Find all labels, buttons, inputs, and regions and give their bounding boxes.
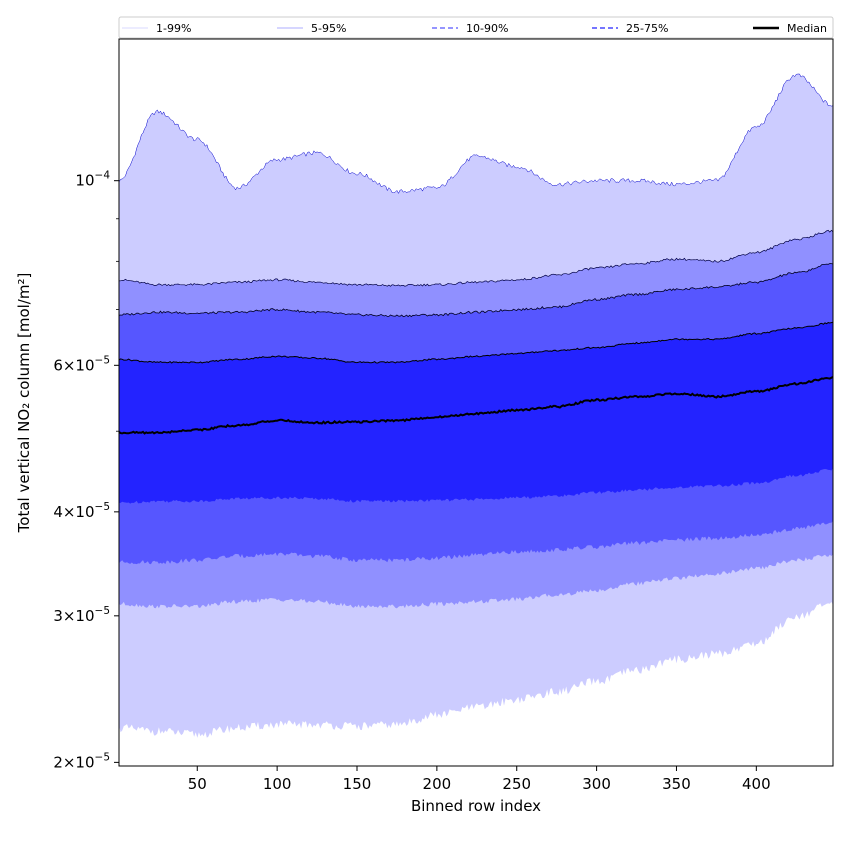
y-tick-label: 10−4 bbox=[75, 170, 110, 190]
y-tick-label: 3×10−5 bbox=[53, 605, 110, 625]
median-line bbox=[119, 376, 833, 435]
x-tick-label: 350 bbox=[662, 775, 691, 793]
legend-label: 1-99% bbox=[156, 22, 191, 35]
legend-label: 10-90% bbox=[466, 22, 508, 35]
y-tick-label: 2×10−5 bbox=[53, 751, 110, 771]
y-tick-label: 6×10−5 bbox=[53, 354, 110, 374]
legend-box bbox=[118, 16, 834, 39]
y-axis-label: Total vertical NO₂ column [mol/m²] bbox=[15, 273, 33, 534]
band-upper-edge-5-95% bbox=[119, 229, 833, 287]
x-tick-label: 200 bbox=[423, 775, 452, 793]
x-tick-label: 150 bbox=[343, 775, 372, 793]
median-layer bbox=[119, 376, 833, 435]
x-axis-label: Binned row index bbox=[411, 797, 541, 815]
band-upper-edge-1-99% bbox=[119, 73, 833, 194]
legend-label: 5-95% bbox=[311, 22, 346, 35]
axes-frame bbox=[118, 38, 834, 767]
x-axis-ticks: 50 100 150 200 250 300 350 400 bbox=[188, 766, 771, 793]
y-axis-ticks: 2×10−5 3×10−5 4×10−5 6×10−5 10−4 bbox=[53, 170, 119, 771]
x-tick-label: 50 bbox=[188, 775, 207, 793]
legend-label: Median bbox=[787, 22, 827, 35]
band-upper-edge-25-75% bbox=[119, 321, 833, 364]
band-upper-edge-10-90% bbox=[119, 263, 833, 318]
y-tick-label: 4×10−5 bbox=[53, 501, 110, 521]
x-tick-label: 300 bbox=[582, 775, 611, 793]
x-tick-label: 250 bbox=[502, 775, 531, 793]
legend-label: 25-75% bbox=[626, 22, 668, 35]
x-tick-label: 100 bbox=[263, 775, 292, 793]
legend: 1-99% 5-95% 10-90% 25-75% Median bbox=[118, 16, 834, 39]
x-tick-label: 400 bbox=[742, 775, 771, 793]
